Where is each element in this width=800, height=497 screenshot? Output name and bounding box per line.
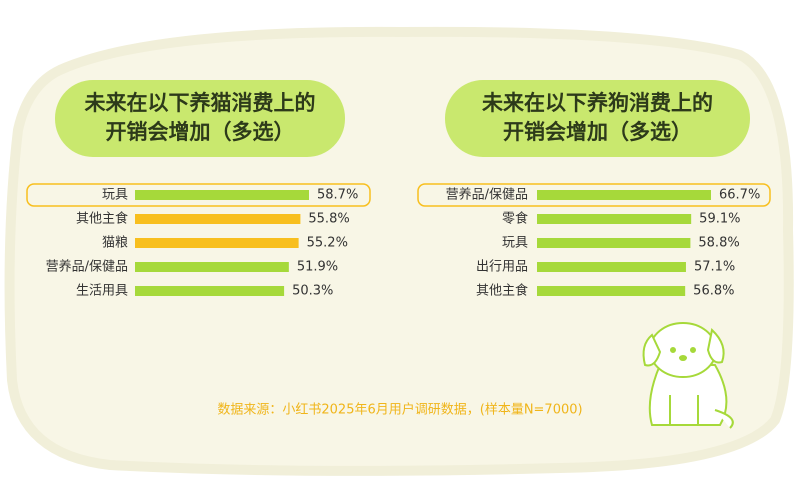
chart-title: 开销会增加（多选） <box>503 120 692 144</box>
value-label: 57.1% <box>694 260 735 275</box>
chart-title: 未来在以下养狗消费上的 <box>482 91 713 115</box>
bar <box>135 262 289 272</box>
bar <box>537 190 711 200</box>
source-note: 数据来源：小红书2025年6月用户调研数据，(样本量N=7000) <box>217 402 582 418</box>
category-label: 营养品/保健品 <box>446 187 528 203</box>
value-label: 55.8% <box>308 212 349 227</box>
category-label: 营养品/保健品 <box>46 259 128 275</box>
title-pill <box>55 80 345 157</box>
bar <box>537 214 692 224</box>
bar <box>135 286 285 296</box>
category-label: 零食 <box>502 211 528 227</box>
value-label: 51.9% <box>297 260 338 275</box>
bar <box>135 214 301 224</box>
category-label: 猫粮 <box>102 236 128 251</box>
bar <box>135 238 299 248</box>
value-label: 56.8% <box>693 284 734 299</box>
category-label: 生活用具 <box>76 284 128 299</box>
category-label: 玩具 <box>502 236 528 251</box>
category-label: 其他主食 <box>76 211 128 227</box>
chart-title: 开销会增加（多选） <box>106 120 295 144</box>
value-label: 58.7% <box>317 188 358 203</box>
highlight-frame <box>26 183 371 207</box>
value-label: 50.3% <box>292 284 333 299</box>
highlight-frame <box>417 183 771 207</box>
value-label: 66.7% <box>719 188 760 203</box>
bar <box>537 286 686 296</box>
category-label: 玩具 <box>102 188 128 203</box>
dog-illustration <box>642 322 734 429</box>
chart-title: 未来在以下养猫消费上的 <box>85 91 316 115</box>
category-label: 出行用品 <box>476 260 528 275</box>
value-label: 55.2% <box>307 236 348 251</box>
bar <box>537 262 686 272</box>
value-label: 58.8% <box>698 236 739 251</box>
bar <box>135 190 309 200</box>
title-pill <box>445 80 750 157</box>
category-label: 其他主食 <box>476 283 528 299</box>
bar <box>537 238 691 248</box>
value-label: 59.1% <box>699 212 740 227</box>
